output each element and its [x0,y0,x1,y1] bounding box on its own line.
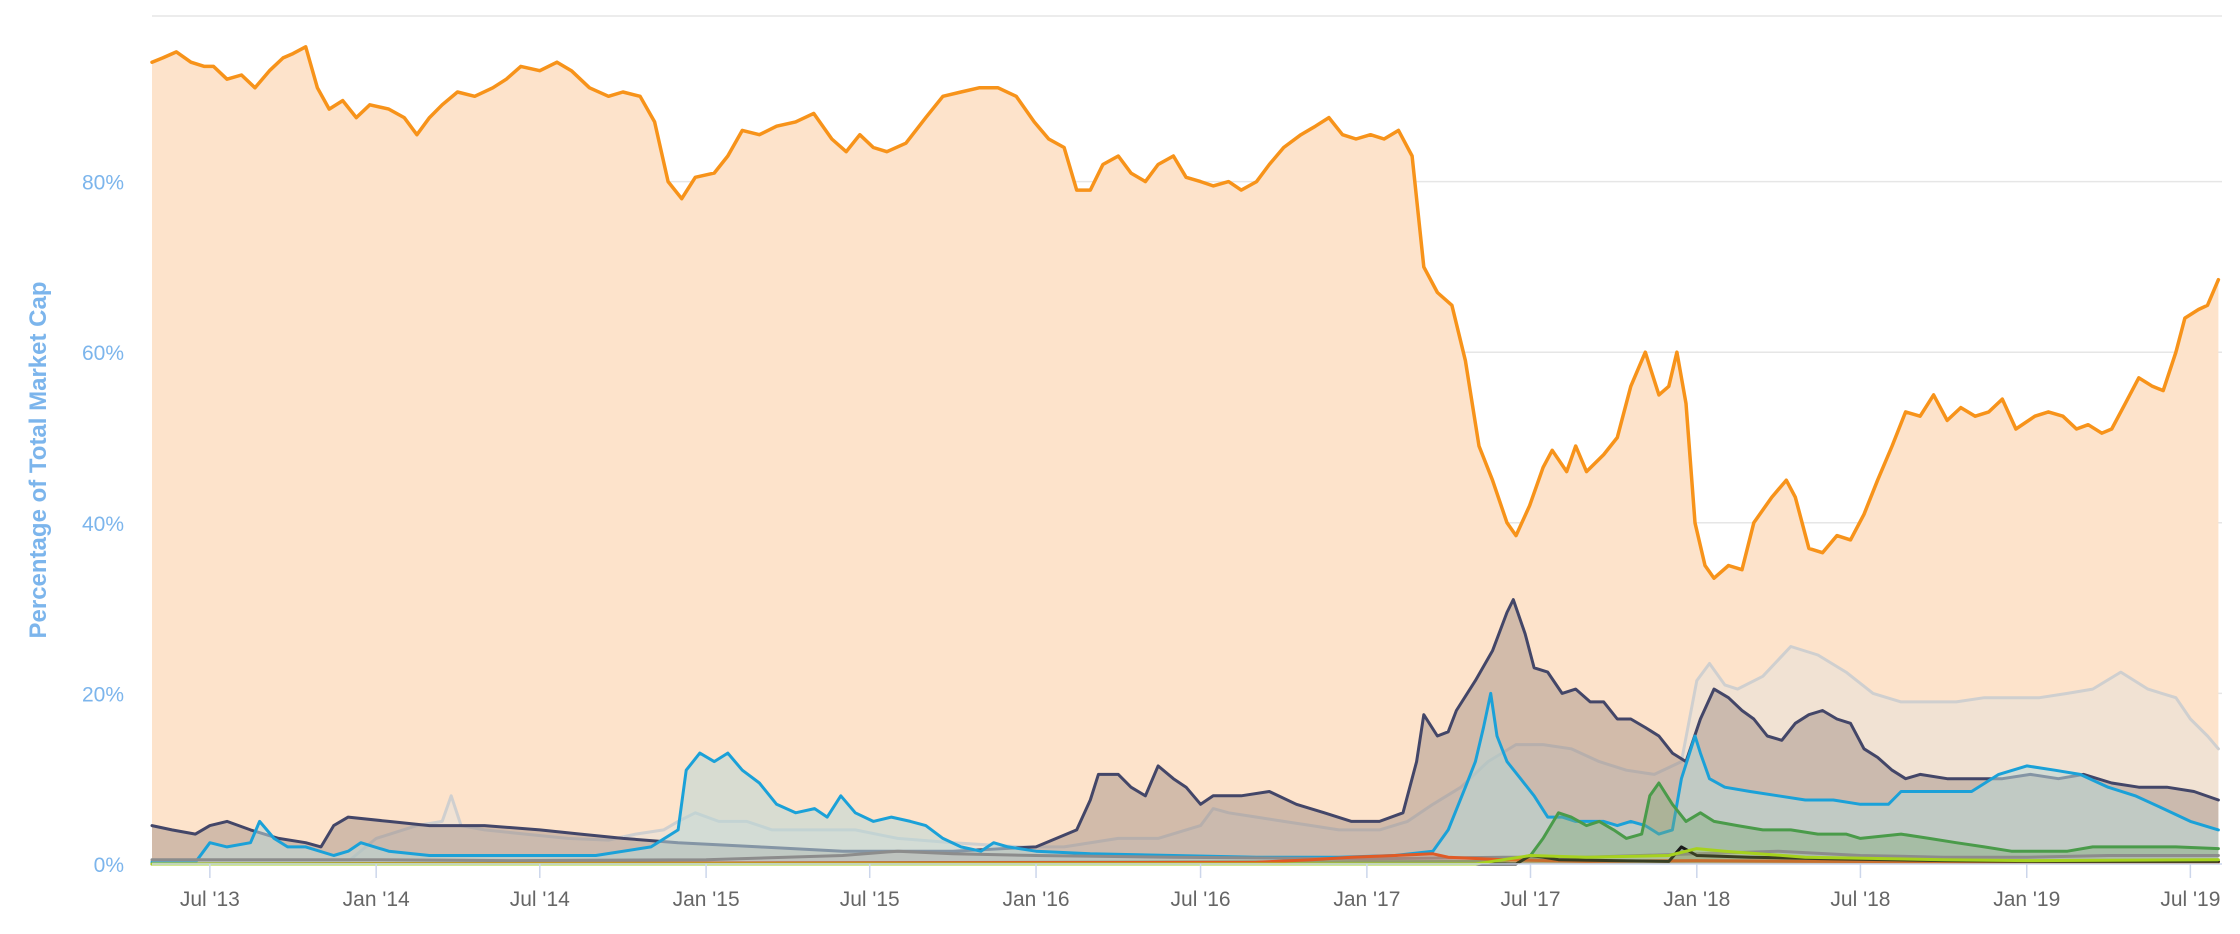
x-axis: Jul '13 Jan '14 Jul '14 Jan '15 Jul '15 Jan '… [152,863,2222,911]
series-7-area [152,846,2219,864]
x-tick-label: Jul '17 [1500,888,1560,911]
series-2-line [150,598,2220,853]
x-tick-label: Jan '15 [673,888,740,911]
series-8 [150,847,2220,866]
series-1-line [150,645,2220,863]
series-4-area [152,783,2219,864]
series-0-area [152,46,2219,865]
series-6 [150,852,2220,866]
series-0-line [150,45,2221,580]
series-8-line [150,847,2220,866]
series-6-line [150,852,2220,866]
series-0 [150,45,2221,865]
series-5-line [150,849,2220,863]
x-tick-label: Jul '13 [180,888,240,911]
x-tick-label: Jul '18 [1830,888,1890,911]
x-tick-label: Jul '16 [1171,888,1231,911]
y-axis: 0% 20% 40% 60% 80% [82,172,124,877]
x-tick-label: Jan '16 [1003,888,1070,911]
x-tick-label: Jul '14 [510,888,570,911]
x-tick-label: Jan '19 [1993,888,2060,911]
y-tick-label: 20% [82,683,124,706]
x-tick-label: Jul '19 [2160,888,2220,911]
series-4 [150,781,2220,866]
x-tick-label: Jan '18 [1663,888,1730,911]
x-tick-label: Jul '15 [840,888,900,911]
series-8-area [152,848,2219,864]
y-tick-label: 40% [82,513,124,536]
x-tick-label: Jan '17 [1333,888,1400,911]
series-areas [150,45,2221,866]
y-tick-label: 0% [94,854,124,877]
y-tick-label: 80% [82,172,124,195]
series-3-area [152,693,2219,864]
x-tick-label: Jan '14 [343,888,410,911]
y-tick-label: 60% [82,342,124,365]
series-4-line [150,781,2220,866]
y-axis-title: Percentage of Total Market Cap [25,282,52,639]
